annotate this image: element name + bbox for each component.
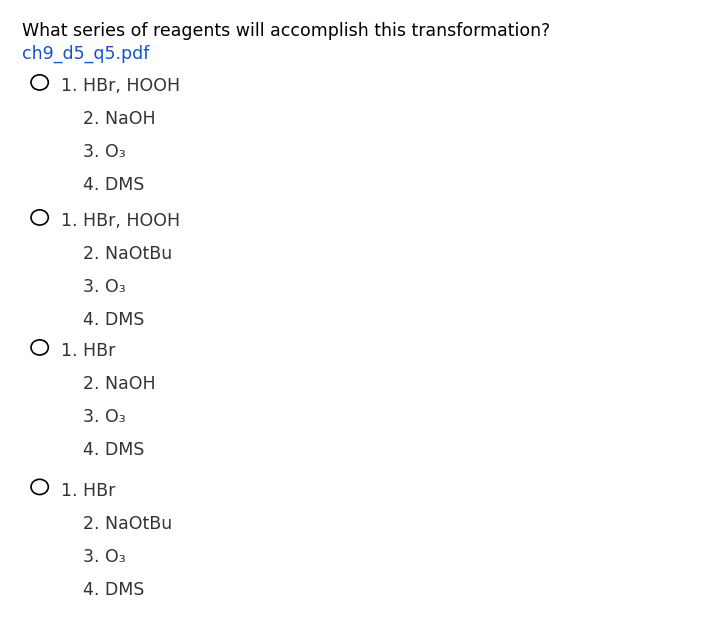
Text: 4. DMS: 4. DMS bbox=[83, 176, 144, 194]
Text: 2. NaOH: 2. NaOH bbox=[83, 110, 156, 128]
Text: 1. HBr: 1. HBr bbox=[61, 482, 115, 500]
Text: 4. DMS: 4. DMS bbox=[83, 581, 144, 598]
Text: What series of reagents will accomplish this transformation?: What series of reagents will accomplish … bbox=[22, 22, 550, 40]
Text: 1. HBr: 1. HBr bbox=[61, 342, 115, 360]
Text: 3. O₃: 3. O₃ bbox=[83, 408, 125, 426]
Text: 2. NaOtBu: 2. NaOtBu bbox=[83, 515, 172, 533]
Text: 1. HBr, HOOH: 1. HBr, HOOH bbox=[61, 212, 180, 230]
Text: 3. O₃: 3. O₃ bbox=[83, 143, 125, 161]
Text: 3. O₃: 3. O₃ bbox=[83, 548, 125, 566]
Text: ch9_d5_q5.pdf: ch9_d5_q5.pdf bbox=[22, 44, 149, 63]
Text: 3. O₃: 3. O₃ bbox=[83, 278, 125, 296]
Text: 2. NaOH: 2. NaOH bbox=[83, 375, 156, 393]
Text: 4. DMS: 4. DMS bbox=[83, 441, 144, 459]
Text: 2. NaOtBu: 2. NaOtBu bbox=[83, 245, 172, 263]
Text: 4. DMS: 4. DMS bbox=[83, 311, 144, 329]
Text: 1. HBr, HOOH: 1. HBr, HOOH bbox=[61, 77, 180, 95]
